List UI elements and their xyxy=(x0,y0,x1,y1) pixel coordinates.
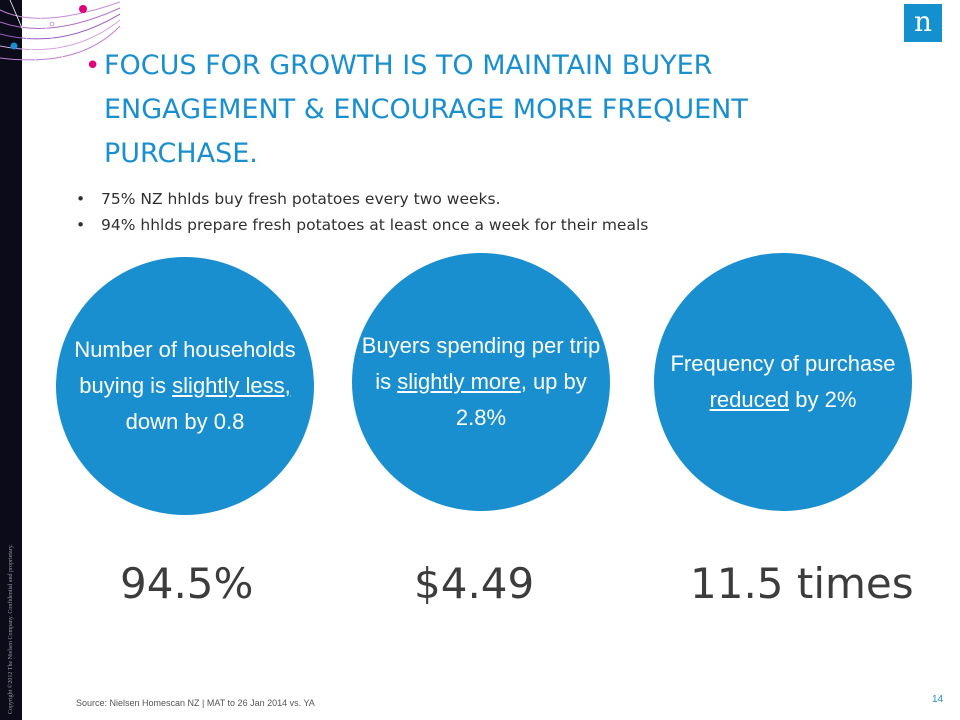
title-bullet-icon: • xyxy=(85,51,101,81)
circle-text-post: by 2% xyxy=(789,387,857,412)
decorative-lines-graphic xyxy=(0,0,120,70)
circle-text-emphasis: reduced xyxy=(709,387,790,412)
circle-text-pre: Frequency of purchase xyxy=(670,351,896,376)
circle-text-emphasis: slightly more xyxy=(397,369,521,394)
spend-per-trip-metric-value: $4.49 xyxy=(414,559,535,608)
purchase-frequency-circle: Frequency of purchase reduced by 2% xyxy=(654,253,912,511)
circle-text-emphasis: slightly less, xyxy=(172,373,291,398)
circle-text: Frequency of purchase reduced by 2% xyxy=(663,346,903,418)
source-footnote: Source: Nielsen Homescan NZ | MAT to 26 … xyxy=(76,698,315,708)
spend-per-trip-circle: Buyers spending per trip is slightly mor… xyxy=(352,253,610,511)
slide-title: • FOCUS FOR GROWTH IS TO MAINTAIN BUYER … xyxy=(85,44,904,176)
circle-text-pre: Buyers spending per trip is xyxy=(361,333,601,394)
left-dark-strip xyxy=(0,0,22,720)
circle-text-post: down by 0.8 xyxy=(125,409,245,434)
circle-text: Buyers spending per trip is slightly mor… xyxy=(361,328,601,436)
copyright-notice: Copyright ©2012 The Nielsen Company. Con… xyxy=(8,544,14,714)
nielsen-logo: n xyxy=(904,4,942,42)
circle-text-pre: Number of households buying is xyxy=(74,337,296,398)
households-metric-value: 94.5% xyxy=(120,559,254,608)
circle-text-post: , up by 2.8% xyxy=(455,369,587,430)
page-number: 14 xyxy=(932,694,944,705)
bullet-item: 94% hhlds prepare fresh potatoes at leas… xyxy=(76,212,648,238)
bullet-list: 75% NZ hhlds buy fresh potatoes every tw… xyxy=(76,186,648,238)
circle-text: Number of households buying is slightly … xyxy=(65,332,305,440)
bullet-item: 75% NZ hhlds buy fresh potatoes every tw… xyxy=(76,186,648,212)
households-circle: Number of households buying is slightly … xyxy=(56,257,314,515)
purchase-frequency-metric-value: 11.5 times xyxy=(690,559,914,608)
slide-title-text: FOCUS FOR GROWTH IS TO MAINTAIN BUYER EN… xyxy=(104,50,748,169)
